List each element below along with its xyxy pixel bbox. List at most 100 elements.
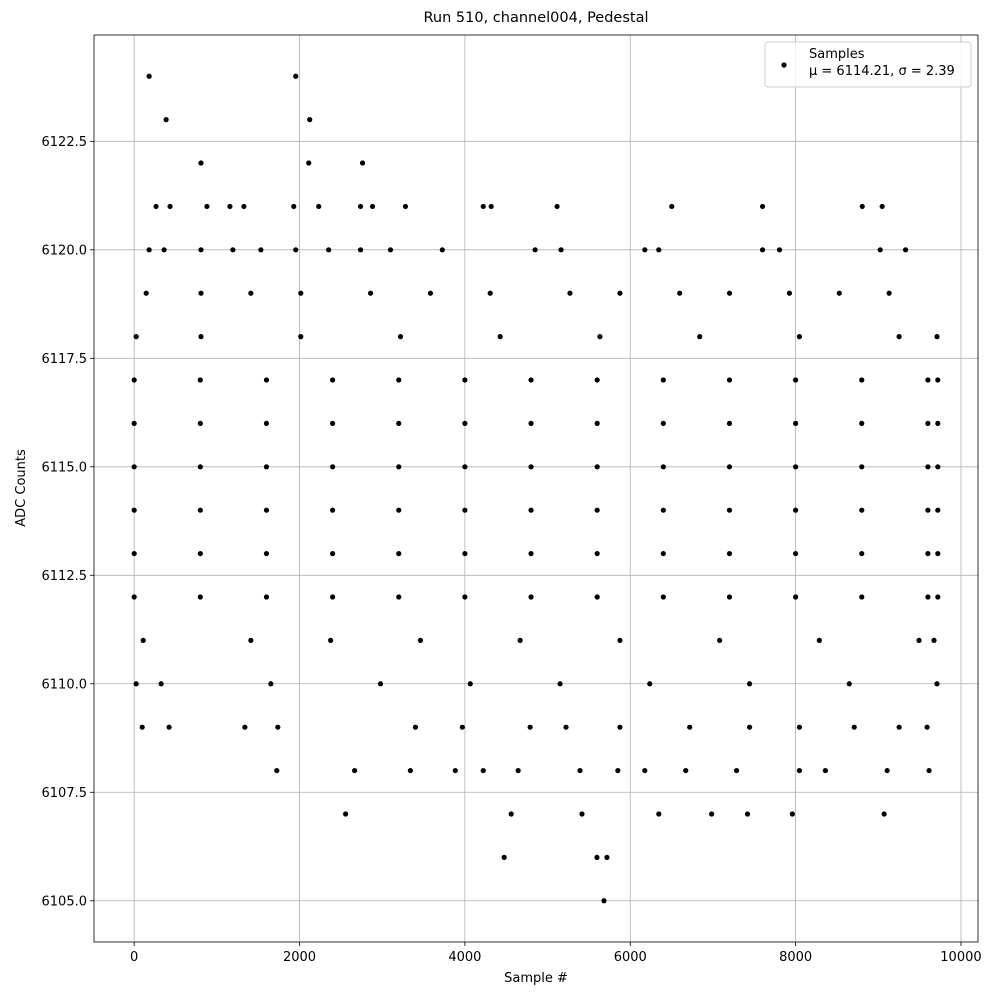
data-point xyxy=(263,420,270,427)
data-point xyxy=(396,377,402,383)
data-point xyxy=(396,464,402,470)
data-point xyxy=(594,854,600,860)
data-point xyxy=(660,420,666,427)
data-point xyxy=(925,507,931,513)
data-point xyxy=(859,420,865,427)
data-point xyxy=(726,464,733,470)
data-point xyxy=(153,203,159,210)
data-point xyxy=(726,507,733,513)
data-point xyxy=(896,334,902,340)
data-point xyxy=(497,334,503,340)
data-point xyxy=(859,507,865,513)
data-point xyxy=(140,637,146,643)
data-point xyxy=(925,594,931,600)
data-point xyxy=(744,811,751,817)
data-point xyxy=(462,507,468,513)
data-point xyxy=(396,507,402,513)
data-point xyxy=(594,550,600,557)
data-point xyxy=(935,420,941,427)
data-point xyxy=(617,290,623,296)
data-point xyxy=(594,507,600,513)
data-point xyxy=(822,767,828,774)
data-point xyxy=(677,290,683,296)
data-point xyxy=(656,247,662,253)
data-point xyxy=(859,203,865,210)
y-tick-label: 6115.0 xyxy=(42,460,88,475)
data-point xyxy=(786,290,793,296)
data-point xyxy=(133,334,139,340)
data-point xyxy=(166,724,172,730)
data-point xyxy=(230,247,236,253)
data-point xyxy=(133,681,139,687)
x-tick-label: 0 xyxy=(130,950,138,965)
data-point xyxy=(925,377,931,383)
plot-frame xyxy=(93,34,979,943)
data-point xyxy=(501,854,507,860)
data-point xyxy=(377,681,384,687)
data-point xyxy=(396,550,402,557)
data-point xyxy=(198,247,204,253)
data-point xyxy=(146,247,152,253)
data-point xyxy=(517,637,523,643)
data-point xyxy=(197,507,203,513)
data-point xyxy=(656,811,662,817)
x-axis-label: Sample # xyxy=(504,971,568,986)
data-point xyxy=(660,377,666,383)
data-point xyxy=(709,811,715,817)
data-point xyxy=(816,637,822,643)
data-point xyxy=(935,594,941,600)
data-point xyxy=(407,767,414,774)
data-point xyxy=(615,767,621,774)
data-point xyxy=(396,594,402,600)
data-point xyxy=(647,681,653,687)
data-point xyxy=(197,377,203,383)
data-point xyxy=(776,247,783,253)
data-point xyxy=(594,464,600,470)
data-point xyxy=(793,507,799,513)
data-point xyxy=(859,550,865,557)
data-point xyxy=(462,464,468,470)
data-point xyxy=(877,247,883,253)
data-point xyxy=(925,550,931,557)
data-point xyxy=(342,811,349,817)
data-point xyxy=(480,767,486,774)
data-point xyxy=(726,550,733,557)
data-point xyxy=(439,247,445,253)
data-point xyxy=(258,247,264,253)
data-point xyxy=(594,377,600,383)
data-point xyxy=(884,767,890,774)
data-point xyxy=(896,724,902,730)
data-point xyxy=(726,420,733,427)
legend-box xyxy=(764,41,972,88)
data-point xyxy=(935,507,941,513)
data-point xyxy=(307,117,313,123)
data-point xyxy=(462,594,468,600)
data-point xyxy=(687,724,693,730)
data-point xyxy=(925,464,931,470)
data-point xyxy=(298,334,304,340)
data-point xyxy=(197,464,203,470)
data-point xyxy=(316,203,322,210)
data-point xyxy=(793,550,799,557)
data-point xyxy=(462,377,468,383)
data-point xyxy=(167,203,173,210)
data-point xyxy=(359,160,366,166)
data-point xyxy=(579,811,585,817)
data-point xyxy=(367,290,374,296)
y-tick-label: 6122.5 xyxy=(42,135,88,150)
legend-marker xyxy=(781,62,787,68)
data-point xyxy=(268,681,274,687)
data-point xyxy=(796,724,803,730)
data-point xyxy=(563,724,569,730)
data-point xyxy=(558,247,564,253)
data-point xyxy=(594,420,600,427)
data-point xyxy=(487,290,493,296)
data-point xyxy=(417,637,424,643)
y-tick-label: 6112.5 xyxy=(42,569,88,584)
data-point xyxy=(357,247,364,253)
data-point xyxy=(263,464,270,470)
data-point xyxy=(387,247,394,253)
data-point xyxy=(508,811,514,817)
data-point xyxy=(306,160,312,166)
